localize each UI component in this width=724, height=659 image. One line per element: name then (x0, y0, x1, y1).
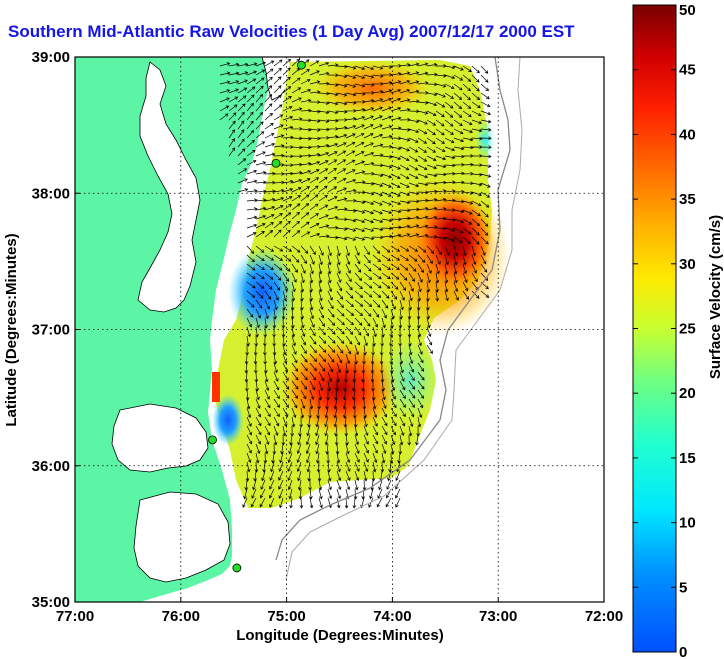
colorbar-tick-label: 25 (679, 321, 696, 338)
chesapeake-bay (137, 61, 201, 313)
colorbar-ticks: 0 5 10 15 20 25 30 35 40 45 50 (633, 2, 696, 659)
station-marker (271, 158, 281, 168)
stations-group (208, 60, 306, 573)
colorbar-tick-label: 50 (679, 2, 696, 19)
y-tick-label: 37:00 (32, 322, 70, 339)
x-tick-label: 74:00 (373, 608, 411, 625)
pamlico-sound (133, 491, 231, 583)
y-axis-label: Latitude (Degrees:Minutes) (3, 233, 20, 426)
x-axis: 77:00 76:00 75:00 74:00 73:00 72:00 (56, 597, 623, 625)
velocity-field (212, 58, 510, 509)
station-marker (232, 563, 242, 573)
colorbar-tick-label: 5 (679, 579, 687, 596)
colorbar-tick-label: 40 (679, 126, 696, 143)
grid-lines (75, 57, 604, 602)
colorbar-tick-label: 15 (679, 450, 696, 467)
colorbar-tick-label: 45 (679, 62, 696, 79)
map-title: Southern Mid-Atlantic Raw Velocities (1 … (8, 22, 575, 41)
colorbar-tick-label: 30 (679, 256, 696, 273)
velocity-arrow-path (219, 58, 492, 509)
colorbar-tick-label: 20 (679, 385, 696, 402)
x-axis-label: Longitude (Degrees:Minutes) (236, 627, 444, 644)
albemarle-sound (111, 403, 209, 473)
colorbar-tick-label: 10 (679, 515, 696, 532)
land-mass (75, 57, 272, 602)
y-tick-label: 38:00 (32, 185, 70, 202)
y-axis: 39:00 38:00 37:00 36:00 35:00 (32, 49, 80, 611)
x-tick-label: 76:00 (162, 608, 200, 625)
y-tick-label: 39:00 (32, 49, 70, 66)
x-tick-label: 72:00 (585, 608, 623, 625)
velocity-arrows (219, 58, 492, 509)
depth-contour (275, 57, 511, 561)
y-tick-label: 35:00 (32, 594, 70, 611)
colorbar (632, 4, 677, 653)
colorbar-tick-label: 35 (679, 191, 696, 208)
station-marker (208, 435, 217, 445)
x-tick-label: 73:00 (479, 608, 517, 625)
station-marker (297, 60, 306, 70)
x-tick-label: 75:00 (267, 608, 305, 625)
colorbar-tick-label: 0 (679, 644, 687, 659)
depth-contour (285, 57, 523, 581)
colorbar-label: Surface Velocity (cm/s) (707, 215, 724, 379)
y-tick-label: 36:00 (32, 458, 70, 475)
x-tick-label: 77:00 (56, 608, 94, 625)
